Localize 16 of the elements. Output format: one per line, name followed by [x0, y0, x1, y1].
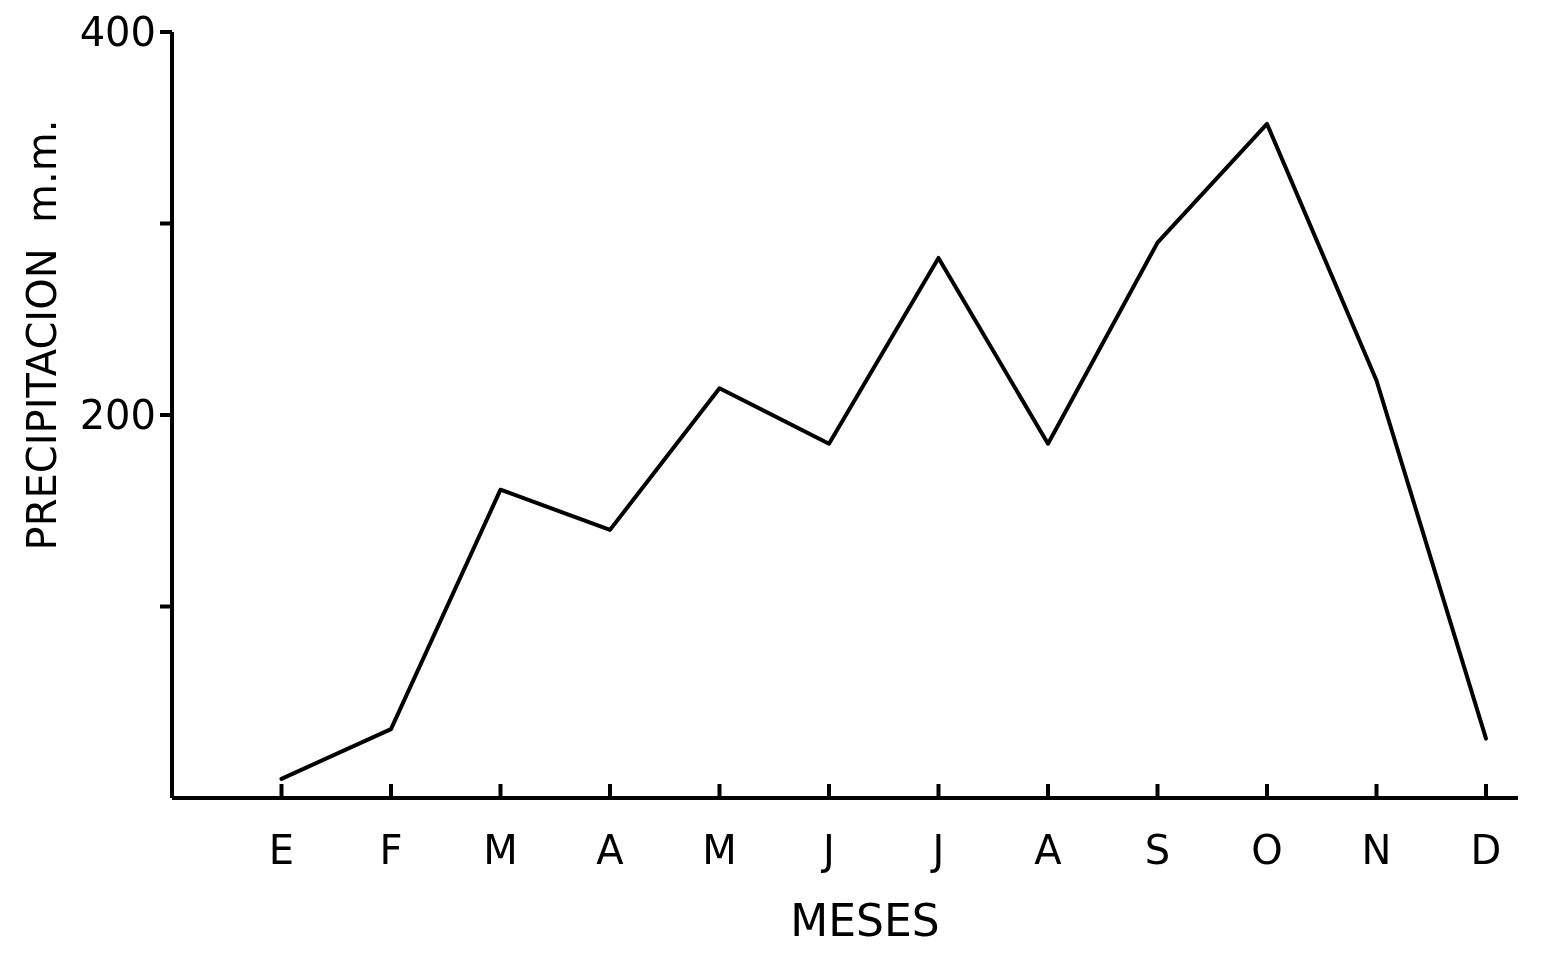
x-tick-label: E: [268, 827, 295, 873]
x-tick-label: F: [379, 827, 403, 873]
x-tick-label: S: [1144, 827, 1171, 873]
y-tick-label: 400: [79, 9, 156, 55]
x-tick-label: J: [929, 827, 945, 873]
x-tick-label: A: [596, 827, 625, 873]
y-axis-title: PRECIPITACION m.m.: [19, 119, 65, 551]
x-tick-label: N: [1361, 827, 1392, 873]
y-tick-label: 200: [79, 392, 156, 438]
x-tick-label: A: [1034, 827, 1063, 873]
x-axis-title: MESES: [790, 895, 940, 946]
x-tick-label: M: [702, 827, 737, 873]
x-tick-label: O: [1251, 827, 1283, 873]
x-tick-label: D: [1470, 827, 1502, 873]
x-tick-label: J: [820, 827, 835, 873]
x-tick-label: M: [483, 827, 518, 873]
